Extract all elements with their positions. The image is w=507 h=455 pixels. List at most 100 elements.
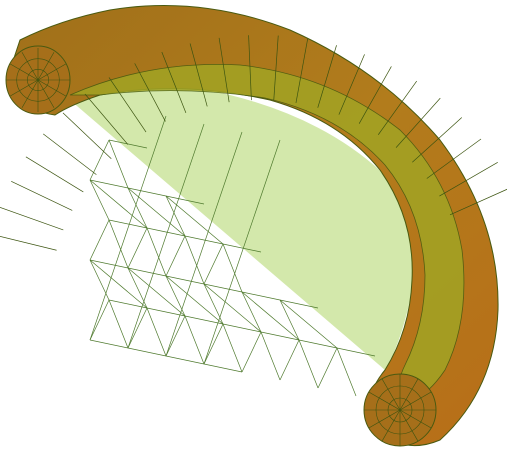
mesh-edge [127,267,186,317]
mesh-edge [203,283,262,333]
mesh-edge [260,331,281,381]
mesh-edge [89,259,110,301]
mesh-ring [375,385,425,435]
end-cap-top-left [5,45,71,115]
mesh-edge [165,195,186,237]
cross-section-face [70,86,413,397]
mesh-edge [89,339,129,349]
mesh-edge [127,187,167,197]
mesh-edge [165,275,186,317]
mesh-edge [127,267,148,309]
mesh-edge [222,323,243,373]
mesh-edge [222,243,262,253]
mesh-edge [317,347,338,389]
mesh-edge [248,35,252,101]
mesh-edge [184,235,224,245]
mesh-edge [146,227,186,237]
mesh-edge [165,131,243,357]
mesh-edge [84,93,129,145]
mesh-edge [241,291,300,341]
mesh-edge [184,315,224,325]
mesh-edge [89,179,148,229]
mesh-edge [241,291,281,301]
mesh-edge [89,179,129,189]
mesh-edge [165,275,205,285]
mesh-edge [279,339,300,381]
mesh-edge [37,52,55,81]
mesh-edge [127,123,205,349]
mesh-edge [165,355,205,365]
mesh-edge [11,180,73,211]
mesh-edge [203,139,281,365]
mesh-edge [317,45,337,108]
mesh-edge [381,378,401,411]
mesh-edge [439,162,498,197]
mesh-edge [381,409,401,442]
mesh-edge [184,315,205,365]
mesh-edge [165,235,186,277]
mesh-edge [426,138,482,179]
mesh-ring [27,69,49,91]
mesh-edge [368,409,401,429]
mesh-edge [203,323,224,365]
mesh-ring [387,397,413,423]
mesh-edge [399,409,419,442]
mesh-edge [89,259,148,309]
mesh-edge [377,80,417,135]
mesh-edge [89,219,110,261]
mesh-ring [16,58,60,102]
mesh-edge [21,79,39,108]
mesh-edge [108,77,147,133]
mesh-edge [21,52,39,81]
mesh-edge [395,97,441,148]
mesh-edge [222,323,262,333]
mesh-edge [399,391,432,411]
mesh-edge [358,66,392,124]
mesh-edge [203,363,243,373]
mesh-edge [218,37,230,103]
mesh-edge [203,243,224,285]
mesh-edge [260,331,300,341]
mesh-edge [412,117,463,163]
mesh-edge [108,139,148,149]
mesh-edge [449,188,507,216]
mesh-edge [165,315,186,357]
mesh-edge [399,378,419,411]
mesh-edge [165,195,224,245]
mesh-edge [203,283,243,293]
mesh-edge [127,307,148,349]
mesh-edge [127,227,148,269]
mesh-edge [146,307,186,317]
mesh-edge [0,236,57,251]
mesh-edge [37,79,55,108]
mesh-edge [241,291,262,333]
mesh-edge [25,156,84,193]
mesh-edge [146,227,167,277]
mesh-edge [0,207,64,231]
mesh-edge [279,299,300,341]
mesh-edge [89,259,129,269]
mesh-edge [134,63,166,122]
mesh-edge [165,275,224,325]
mesh-edge [89,179,110,221]
mesh-edge [89,115,167,341]
mesh-edge [189,43,208,107]
mesh-edge [298,339,338,349]
mesh-edge [37,63,66,81]
mesh-edge [279,299,319,309]
mesh-edge [10,79,39,97]
mesh-edge [279,299,338,349]
mesh-edge [165,195,205,205]
mesh-edge [146,307,167,357]
mesh-edge [368,391,401,411]
mesh-edge [203,283,224,325]
mesh-edge [108,219,129,269]
mesh-edge [37,79,66,97]
mesh-edge [338,54,365,115]
mesh-edge [222,243,243,293]
mesh-edge [399,409,432,429]
mesh-edge [127,187,186,237]
mesh-edge [108,299,129,349]
mesh-edge [161,51,187,113]
